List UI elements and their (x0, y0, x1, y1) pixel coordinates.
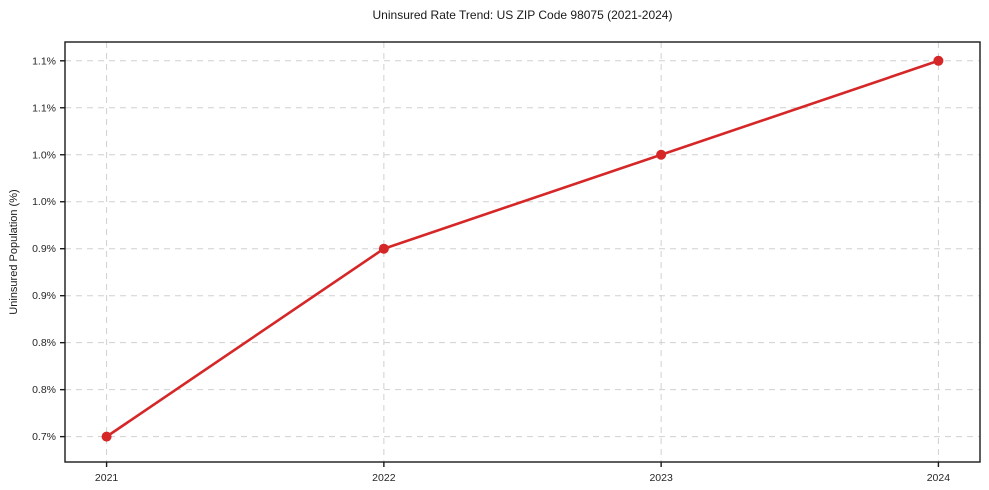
y-tick-label: 0.9% (32, 243, 56, 255)
y-tick-label: 1.1% (32, 102, 56, 114)
data-point (656, 149, 667, 160)
y-tick-label: 1.1% (32, 55, 56, 67)
x-tick-label: 2023 (649, 472, 673, 484)
plot-border (64, 41, 981, 463)
data-line (105, 59, 940, 438)
x-tick-label: 2021 (95, 472, 119, 484)
y-tick-label: 1.0% (32, 149, 56, 161)
y-tick-label: 0.9% (32, 290, 56, 302)
data-point (101, 431, 112, 442)
x-tick-label: 2024 (927, 472, 951, 484)
data-point (933, 55, 944, 66)
chart-title: Uninsured Rate Trend: US ZIP Code 98075 … (372, 8, 673, 22)
y-tick-label: 1.0% (32, 196, 56, 208)
data-point (378, 243, 389, 254)
x-tick-label: 2022 (372, 472, 396, 484)
y-tick-label: 0.8% (32, 337, 56, 349)
y-tick-label: 0.7% (32, 431, 56, 443)
y-tick-label: 0.8% (32, 384, 56, 396)
